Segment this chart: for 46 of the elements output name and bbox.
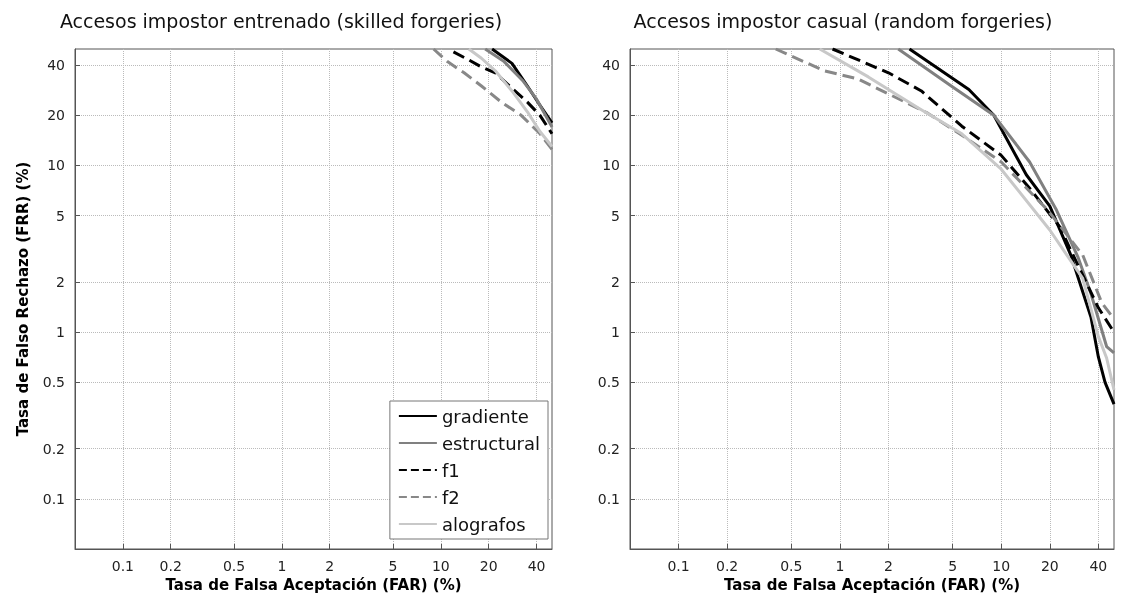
- x-tick-label: 5: [388, 558, 398, 574]
- x-tick-label: 20: [479, 558, 498, 574]
- x-tick-label: 40: [527, 558, 546, 574]
- y-tick-label: 2: [56, 273, 65, 290]
- y-tick-label: 40: [602, 57, 620, 74]
- y-tick-label: 0.1: [597, 490, 620, 507]
- y-tick-label: 20: [47, 107, 65, 124]
- chart-title: Accesos impostor entrenado (skilled forgeries): [59, 9, 503, 32]
- chart-title: Accesos impostor casual (random forgeries): [633, 9, 1053, 32]
- x-tick-label: 10: [992, 558, 1011, 574]
- legend-label: f2: [441, 486, 460, 508]
- y-tick-label: 1: [611, 324, 620, 341]
- y-tick-label: 5: [611, 207, 620, 224]
- x-tick-label: 40: [1089, 558, 1108, 574]
- legend-label: f1: [441, 459, 460, 481]
- y-tick-label: 0.2: [597, 440, 620, 457]
- y-tick-label: 0.1: [42, 490, 65, 507]
- x-tick-label: 0.1: [111, 558, 134, 574]
- x-tick-label: 5: [948, 558, 958, 574]
- x-axis-title: Tasa de Falsa Aceptación (FAR) (%): [723, 576, 1021, 595]
- legend-label: alografos: [441, 513, 526, 535]
- x-tick-label: 2: [325, 558, 335, 574]
- y-tick-label: 10: [602, 157, 620, 174]
- x-tick-label: 1: [277, 558, 287, 574]
- x-axis-title: Tasa de Falsa Aceptación (FAR) (%): [165, 576, 462, 595]
- y-tick-label: 0.5: [42, 374, 65, 391]
- x-tick-label: 0.2: [716, 558, 739, 574]
- y-tick-label: 0.5: [597, 374, 620, 391]
- x-tick-label: 0.1: [667, 558, 690, 574]
- y-tick-label: 40: [47, 57, 65, 74]
- y-tick-label: 5: [56, 207, 65, 224]
- x-tick-label: 10: [431, 558, 450, 574]
- y-tick-label: 1: [56, 324, 65, 341]
- x-tick-label: 0.5: [222, 558, 246, 574]
- y-tick-label: 10: [47, 157, 65, 174]
- legend-label: gradiente: [441, 405, 529, 427]
- x-tick-label: 2: [884, 558, 893, 574]
- y-axis-title: Tasa de Falso Rechazo (FRR) (%): [13, 161, 32, 437]
- legend-label: estructural: [441, 432, 541, 454]
- y-tick-label: 0.2: [42, 440, 65, 457]
- x-tick-label: 20: [1040, 558, 1059, 574]
- x-tick-label: 0.5: [780, 558, 803, 574]
- y-tick-label: 20: [602, 107, 620, 124]
- x-tick-label: 0.2: [159, 558, 182, 574]
- y-tick-label: 2: [611, 273, 620, 290]
- x-tick-label: 1: [835, 558, 845, 574]
